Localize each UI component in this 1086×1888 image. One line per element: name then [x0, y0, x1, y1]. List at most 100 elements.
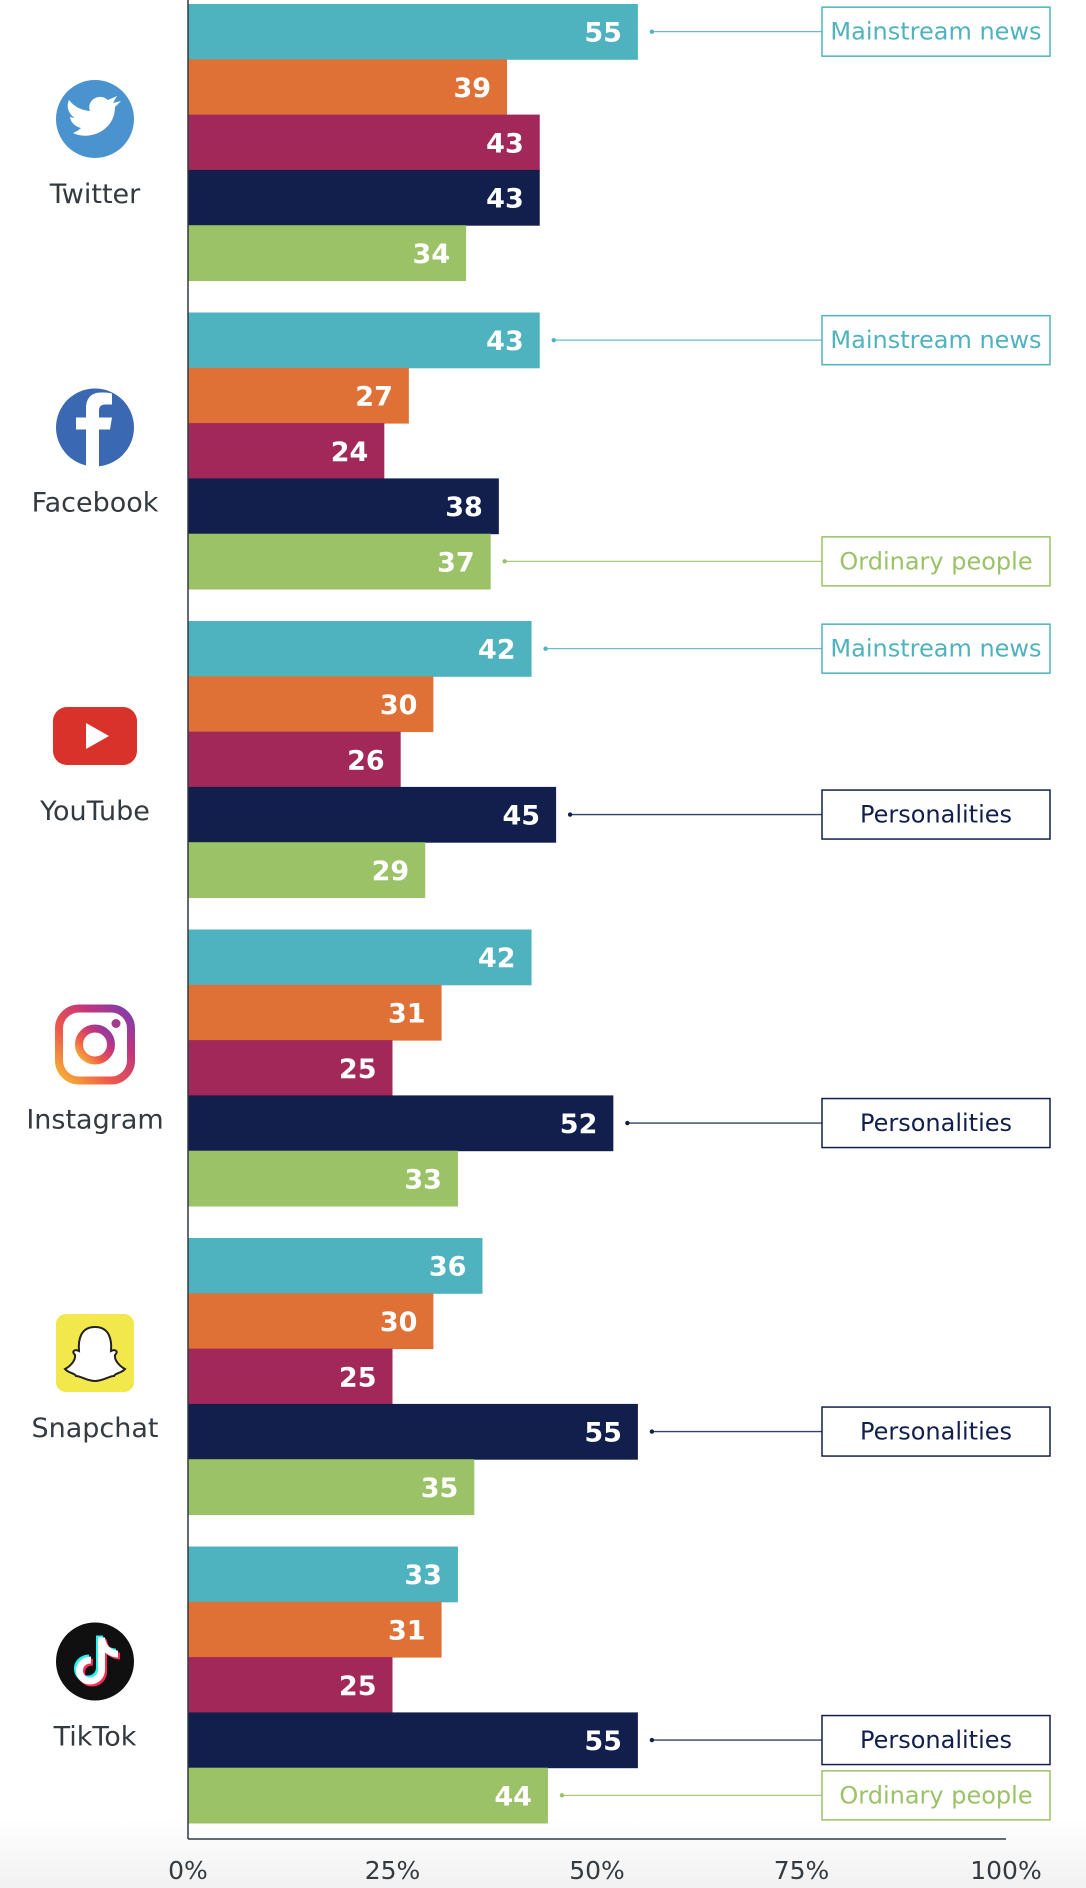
bar — [188, 1767, 548, 1824]
bar — [188, 676, 434, 733]
bar — [188, 1459, 475, 1515]
bar — [188, 984, 442, 1041]
callout-box — [821, 1406, 1051, 1457]
bar — [188, 1403, 638, 1460]
bar — [188, 169, 540, 226]
x-tick-label: 50% — [569, 1856, 625, 1885]
callout-dot — [502, 559, 507, 564]
instagram-icon — [55, 1004, 135, 1085]
bar-value-label: 34 — [413, 239, 451, 270]
x-tick-label: 75% — [774, 1856, 830, 1885]
bar-value-label: 38 — [445, 492, 483, 523]
callout-dot — [551, 337, 556, 343]
bar-value-label: 31 — [388, 1615, 426, 1646]
platform-group-twitter: 55 39 43 43 34 Twitter Mainstream news — [49, 4, 1051, 281]
tiktok-icon — [56, 1622, 134, 1701]
bar-value-label: 37 — [437, 547, 475, 578]
bar-value-label: 30 — [380, 1307, 418, 1338]
bar — [188, 1601, 442, 1658]
bar-value-label: 43 — [486, 326, 524, 357]
bar — [188, 4, 638, 60]
twitter-icon — [56, 80, 134, 158]
x-tick-label: 25% — [365, 1856, 421, 1885]
bar-value-label: 25 — [339, 1671, 377, 1702]
bar-value-label: 35 — [421, 1473, 459, 1504]
bar-value-label: 26 — [347, 745, 385, 776]
facebook-icon — [56, 388, 134, 467]
callout-dot — [559, 1793, 565, 1798]
platform-name: Snapchat — [31, 1413, 158, 1444]
callout-label: Personalities — [860, 1418, 1012, 1446]
bar — [188, 1348, 393, 1405]
callout-dot — [567, 812, 573, 817]
callout-label: Mainstream news — [830, 635, 1041, 663]
callout-box — [821, 623, 1051, 674]
callout-dot — [649, 1429, 655, 1434]
platform-name: TikTok — [53, 1722, 137, 1753]
bar — [188, 1546, 458, 1603]
bar — [188, 59, 508, 116]
snapchat-icon — [56, 1314, 134, 1392]
callout-label: Personalities — [860, 801, 1012, 829]
bar-value-label: 52 — [560, 1109, 598, 1140]
bar — [188, 423, 385, 479]
bar-value-label: 33 — [404, 1164, 442, 1195]
callout-box — [821, 536, 1051, 587]
bar-value-label: 44 — [494, 1781, 532, 1812]
bar — [188, 478, 499, 535]
platform-group-tiktok: 33 31 25 55 44 TikTok Personalities Ordinary pe… — [53, 1546, 1051, 1824]
bar-value-label: 24 — [331, 437, 369, 468]
callout-box — [821, 1770, 1051, 1821]
platform-group-facebook: 43 27 24 38 37 Facebook Mainstream news Ordinar… — [32, 312, 1051, 590]
callout-box — [821, 789, 1051, 840]
bottom-fade — [0, 1820, 1086, 1888]
bar-value-label: 55 — [584, 18, 622, 49]
bar — [188, 1150, 458, 1207]
callout-box — [821, 1714, 1051, 1766]
bar — [188, 1293, 434, 1350]
callout-dot — [649, 29, 655, 34]
bar-value-label: 45 — [503, 801, 541, 832]
bar-value-label: 36 — [429, 1252, 467, 1283]
callout-box — [821, 314, 1051, 366]
callout-label: Mainstream news — [830, 326, 1041, 354]
bar — [188, 114, 540, 171]
bar-value-label: 43 — [486, 128, 524, 159]
callout-label: Mainstream news — [830, 18, 1041, 46]
callout: Personalities — [649, 1406, 1051, 1457]
x-tick-label: 100% — [970, 1856, 1041, 1885]
callout: Mainstream news — [649, 6, 1051, 57]
bar — [188, 929, 532, 986]
bar — [188, 1238, 483, 1294]
callout: Ordinary people — [502, 536, 1051, 587]
bar-value-label: 42 — [478, 943, 516, 974]
callout-label: Ordinary people — [839, 547, 1032, 575]
bar — [188, 312, 540, 369]
platform-name: Facebook — [32, 488, 159, 519]
callout: Personalities — [625, 1097, 1051, 1149]
callout: Mainstream news — [543, 623, 1051, 674]
callout-box — [821, 1097, 1051, 1149]
callout-box — [821, 6, 1051, 57]
bar-value-label: 29 — [372, 856, 410, 887]
platform-group-youtube: 42 30 26 45 29 YouTube Mainstream news Personal… — [39, 621, 1051, 898]
bar — [188, 1040, 393, 1096]
bar-value-label: 55 — [584, 1418, 622, 1449]
callout: Personalities — [567, 789, 1051, 840]
callout: Ordinary people — [559, 1770, 1051, 1821]
bar — [188, 225, 467, 281]
callout: Mainstream news — [551, 314, 1051, 366]
callout-label: Ordinary people — [839, 1781, 1032, 1809]
x-tick-label: 0% — [168, 1856, 208, 1885]
bar — [188, 533, 491, 590]
callout-dot — [625, 1120, 630, 1126]
bar-value-label: 31 — [388, 998, 426, 1029]
bar-value-label: 30 — [380, 690, 418, 721]
bar — [188, 621, 532, 677]
bar-value-label: 42 — [478, 635, 516, 666]
bar — [188, 731, 401, 788]
bar — [188, 1095, 614, 1152]
